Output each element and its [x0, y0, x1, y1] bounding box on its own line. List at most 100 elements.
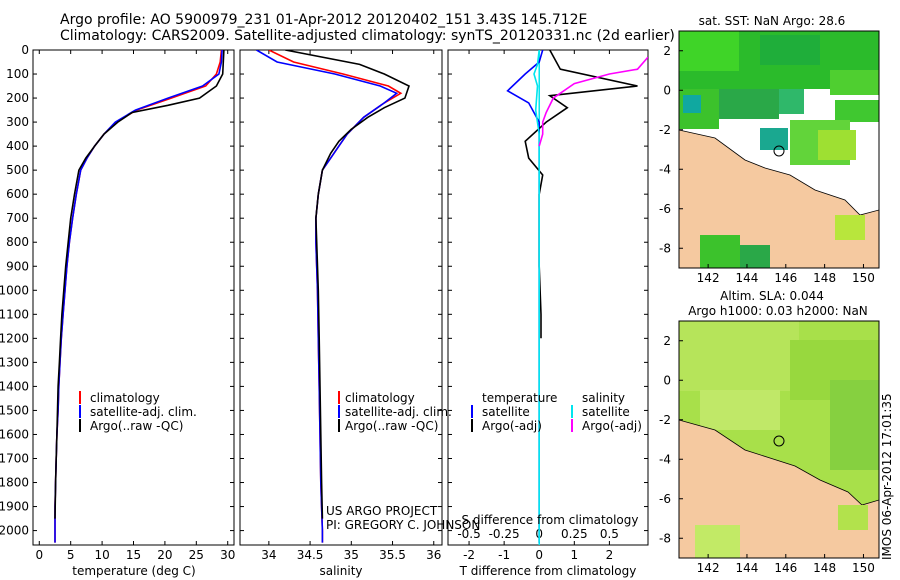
temperature-xlabel: temperature (deg C) — [72, 564, 195, 578]
map-sst-image — [679, 31, 879, 268]
x-tick-label: 25 — [189, 548, 204, 562]
credit-line-2: PI: GREGORY C. JOHNSON — [326, 518, 480, 532]
legend-label: Argo(-adj) — [482, 419, 542, 433]
figure-title-line-2: Climatology: CARS2009. Satellite-adjuste… — [60, 28, 675, 44]
temperature-legend: climatology satellite-adj. clim. Argo(..… — [79, 391, 197, 433]
difference-lines — [506, 50, 648, 545]
map-sla-title: Altim. SLA: 0.044 — [720, 289, 824, 303]
salinity-legend: climatology satellite-adj. clim. Argo(..… — [338, 391, 452, 433]
map-x-tick-label: 142 — [697, 271, 720, 285]
y-tick-label: 800 — [6, 235, 29, 249]
legend-label: satellite — [482, 405, 530, 419]
y-tick-label: 1900 — [0, 500, 29, 514]
y-tick-label: 1000 — [0, 283, 29, 297]
x-tick-label: -2 — [463, 548, 475, 562]
x-tick-label: 5 — [67, 548, 75, 562]
legend-heading-salinity: salinity — [582, 391, 625, 405]
map-y-tick-label: -6 — [659, 202, 671, 216]
y-tick-label: 1400 — [0, 379, 29, 393]
series-climatology — [54, 50, 223, 543]
map-x-tick-label: 142 — [697, 561, 720, 575]
x-tick-label-salinity: 0.5 — [600, 527, 619, 541]
x-tick-label: 30 — [220, 548, 235, 562]
temperature-axes: 0 5 10 15 20 25 300100200300400500600700800900… — [0, 43, 235, 562]
series-climatology — [268, 50, 403, 543]
y-tick-label: 1300 — [0, 355, 29, 369]
series-satellite — [533, 50, 541, 543]
y-tick-label: 1200 — [0, 331, 29, 345]
series-argo-adj — [524, 50, 638, 339]
map-y-tick-label: -6 — [659, 492, 671, 506]
legend-label: Argo(-adj) — [582, 419, 642, 433]
difference-xlabel: T difference from climatology — [459, 564, 637, 578]
map-sla-title-2: Argo h1000: 0.03 h2000: NaN — [688, 304, 868, 318]
legend-label: Argo(..raw -QC) — [90, 419, 183, 433]
map-x-tick-label: 150 — [852, 271, 875, 285]
series-argo-raw-qc — [54, 50, 225, 519]
salinity-axes: 34 34.5 35 35.5 36 — [240, 49, 442, 562]
y-tick-label: 100 — [6, 67, 29, 81]
y-tick-label: 200 — [6, 91, 29, 105]
x-tick-label: 34 — [261, 548, 276, 562]
series-satellite-adj-clim — [54, 50, 223, 543]
y-tick-label: 1700 — [0, 451, 29, 465]
y-tick-label: 300 — [6, 115, 29, 129]
credit-line-1: US ARGO PROJECT — [326, 504, 438, 518]
series-satellite-adj-clim — [256, 50, 399, 543]
timestamp-stamp: IMOS 06-Apr-2012 17:01:35 — [880, 393, 894, 560]
x-tick-label-salinity: 0.25 — [561, 527, 588, 541]
map-sst-frame — [678, 30, 880, 269]
legend-label: climatology — [90, 391, 160, 405]
y-tick-label: 500 — [6, 163, 29, 177]
map-y-tick-label: -4 — [659, 162, 671, 176]
legend-label: satellite-adj. clim. — [90, 405, 197, 419]
y-tick-label: 900 — [6, 259, 29, 273]
map-x-tick-label: 148 — [813, 271, 836, 285]
map-y-tick-label: -2 — [659, 123, 671, 137]
y-tick-label: 0 — [21, 43, 29, 57]
map-y-tick-label: 2 — [663, 334, 671, 348]
y-tick-label: 700 — [6, 211, 29, 225]
x-tick-label: 35.5 — [379, 548, 406, 562]
y-tick-label: 600 — [6, 187, 29, 201]
legend-label: climatology — [345, 391, 415, 405]
difference-legend: temperature satellite Argo(-adj) salinit… — [471, 391, 642, 433]
map-y-tick-label: 2 — [663, 44, 671, 58]
y-tick-label: 1800 — [0, 476, 29, 490]
difference-plot-frame — [447, 49, 649, 546]
map-x-tick-label: 146 — [774, 271, 797, 285]
map-y-tick-label: 0 — [663, 373, 671, 387]
x-tick-label-salinity: -0.25 — [489, 527, 520, 541]
x-tick-label: 1 — [570, 548, 578, 562]
x-tick-label: 15 — [126, 548, 141, 562]
map-y-tick-label: -4 — [659, 452, 671, 466]
x-tick-label-salinity: -0.5 — [457, 527, 480, 541]
map-sla-axes: 142 144 146 148 150 2 0 -2 -4 -6 -8 — [659, 334, 875, 575]
map-y-tick-label: 0 — [663, 83, 671, 97]
map-y-tick-label: -2 — [659, 413, 671, 427]
series-argo-adj — [538, 56, 648, 147]
map-sst-title: sat. SST: NaN Argo: 28.6 — [699, 14, 846, 28]
map-x-tick-label: 150 — [852, 561, 875, 575]
map-sst-axes: 142 144 146 148 150 2 0 -2 -4 -6 -8 — [659, 44, 875, 285]
x-tick-label: 34.5 — [297, 548, 324, 562]
map-x-tick-label: 148 — [813, 561, 836, 575]
legend-heading-temperature: temperature — [482, 391, 557, 405]
map-y-tick-label: -8 — [659, 241, 671, 255]
y-tick-label: 1500 — [0, 403, 29, 417]
map-x-tick-label: 144 — [736, 271, 759, 285]
temperature-lines — [54, 50, 225, 543]
x-tick-label: -1 — [498, 548, 510, 562]
y-tick-label: 2000 — [0, 524, 29, 538]
figure-title-line-1: Argo profile: AO 5900979_231 01-Apr-2012… — [60, 12, 588, 28]
difference-xlabel-top: S difference from climatology — [462, 513, 639, 527]
x-tick-label: 36 — [426, 548, 441, 562]
map-sla-image — [679, 321, 879, 558]
legend-label: satellite-adj. clim. — [345, 405, 452, 419]
map-x-tick-label: 144 — [736, 561, 759, 575]
map-y-tick-label: -8 — [659, 531, 671, 545]
map-sla-frame — [678, 320, 880, 559]
x-tick-label: 35 — [344, 548, 359, 562]
